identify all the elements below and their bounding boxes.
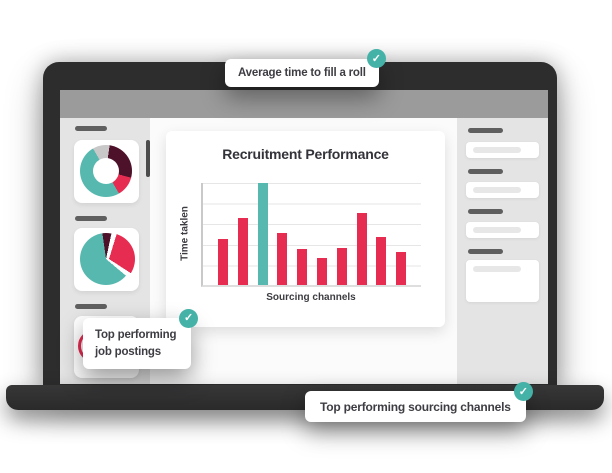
bar (277, 232, 288, 285)
skeleton-label (75, 216, 107, 221)
bar (297, 249, 308, 285)
field-value-placeholder (473, 187, 521, 193)
form-field[interactable] (466, 142, 539, 158)
skeleton-label (75, 126, 107, 131)
skeleton-label (468, 128, 503, 133)
donut-chart (80, 145, 132, 197)
skeleton-label (468, 169, 503, 174)
pie-chart-tile[interactable] (74, 228, 139, 291)
callout-label-line1: Top performing (95, 329, 177, 341)
callout-label: Average time to fill a roll (238, 67, 366, 79)
x-axis-label: Sourcing channels (266, 292, 356, 303)
check-icon: ✓ (513, 382, 533, 401)
pie-chart-slice (83, 233, 135, 285)
vertical-scrollbar-thumb[interactable] (146, 140, 150, 177)
bar (257, 183, 268, 285)
callout-sourcing-channels: Top performing sourcing channels ✓ (305, 382, 533, 422)
field-value-placeholder (473, 266, 521, 272)
skeleton-label (75, 304, 107, 309)
check-glyph: ✓ (371, 53, 381, 65)
window-header-bar (60, 90, 548, 118)
check-icon: ✓ (179, 309, 198, 328)
pie-chart (80, 233, 135, 285)
skeleton-label (468, 209, 503, 214)
bar (316, 258, 327, 285)
callout-job-postings: Top performing job postings ✓ (83, 309, 198, 370)
bar (396, 252, 407, 285)
bar (376, 237, 387, 285)
donut-hole (93, 158, 119, 184)
callout-label-line2: job postings (95, 345, 161, 358)
form-field[interactable] (466, 222, 539, 238)
form-field[interactable] (466, 182, 539, 198)
check-glyph: ✓ (518, 386, 528, 398)
y-axis-label: Time taklen (179, 206, 191, 261)
bar (218, 239, 228, 285)
chart-title: Recruitment Performance (222, 146, 389, 162)
bar-plot (201, 183, 421, 287)
right-sidebar (457, 118, 548, 384)
check-glyph: ✓ (183, 311, 194, 324)
recruitment-performance-card[interactable]: Recruitment Performance Time taklen Sour… (166, 131, 445, 327)
callout-label: Top performing sourcing channels (320, 399, 511, 414)
donut-chart-tile[interactable] (74, 140, 139, 203)
callout-average-time: Average time to fill a roll ✓ (225, 49, 386, 87)
field-value-placeholder (473, 147, 521, 153)
check-icon: ✓ (366, 49, 386, 68)
field-value-placeholder (473, 227, 521, 233)
skeleton-label (468, 249, 503, 254)
form-textarea[interactable] (466, 260, 539, 302)
bar (237, 217, 248, 285)
bar (336, 248, 347, 285)
bar (356, 212, 367, 285)
